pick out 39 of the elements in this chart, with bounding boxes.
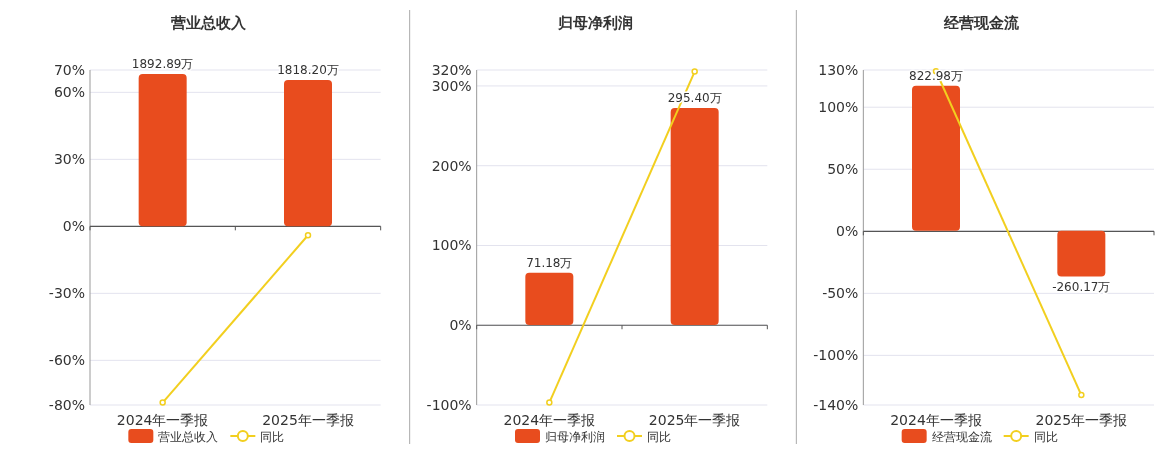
data-label: 1892.89万 [131,57,194,72]
legend-label: 同比 [1033,429,1058,444]
y-tick-label: 320% [431,62,472,78]
y-tick-label: 0% [449,317,472,334]
chart-title: 归母净利润 [556,14,633,32]
x-tick-label: 2025年一季报 [648,412,741,428]
y-tick-label: -100% [813,347,859,364]
y-tick-label: -100% [426,397,472,413]
y-tick-label: -50% [822,285,859,302]
x-tick-label: 2025年一季报 [1035,412,1128,428]
legend-label: 经营现金流 [931,429,992,444]
y-tick-label: -30% [48,285,85,302]
y-tick-label: 100% [818,99,859,116]
x-tick-label: 2024年一季报 [890,412,982,428]
y-tick-label: 60% [53,84,85,101]
legend-label: 归母净利润 [545,429,605,444]
y-tick-label: -80% [48,397,85,413]
x-tick-label: 2024年一季报 [503,412,596,428]
y-tick-label: 130% [818,62,859,78]
legend-label: 同比 [647,429,671,444]
chart-title: 营业总收入 [169,14,247,32]
y-tick-label: 50% [827,161,859,178]
y-tick-label: 0% [62,218,85,235]
legend-label: 同比 [260,429,285,444]
y-tick-label: -60% [48,352,85,369]
y-tick-label: 70% [53,62,85,78]
data-label: 1818.20万 [277,63,339,78]
x-tick-label: 2024年一季报 [116,412,209,428]
y-tick-label: 200% [431,157,472,174]
chart-title: 经营现金流 [943,14,1021,32]
legend-label: 营业总收入 [158,429,219,444]
y-tick-label: 100% [431,237,472,254]
x-tick-label: 2025年一季报 [262,412,354,428]
y-tick-label: 300% [431,77,472,94]
data-label: -260.17万 [1052,280,1111,295]
y-tick-label: 30% [53,151,85,168]
data-label: 71.18万 [526,255,573,270]
y-tick-label: 0% [836,223,859,240]
y-tick-label: -140% [813,397,859,413]
